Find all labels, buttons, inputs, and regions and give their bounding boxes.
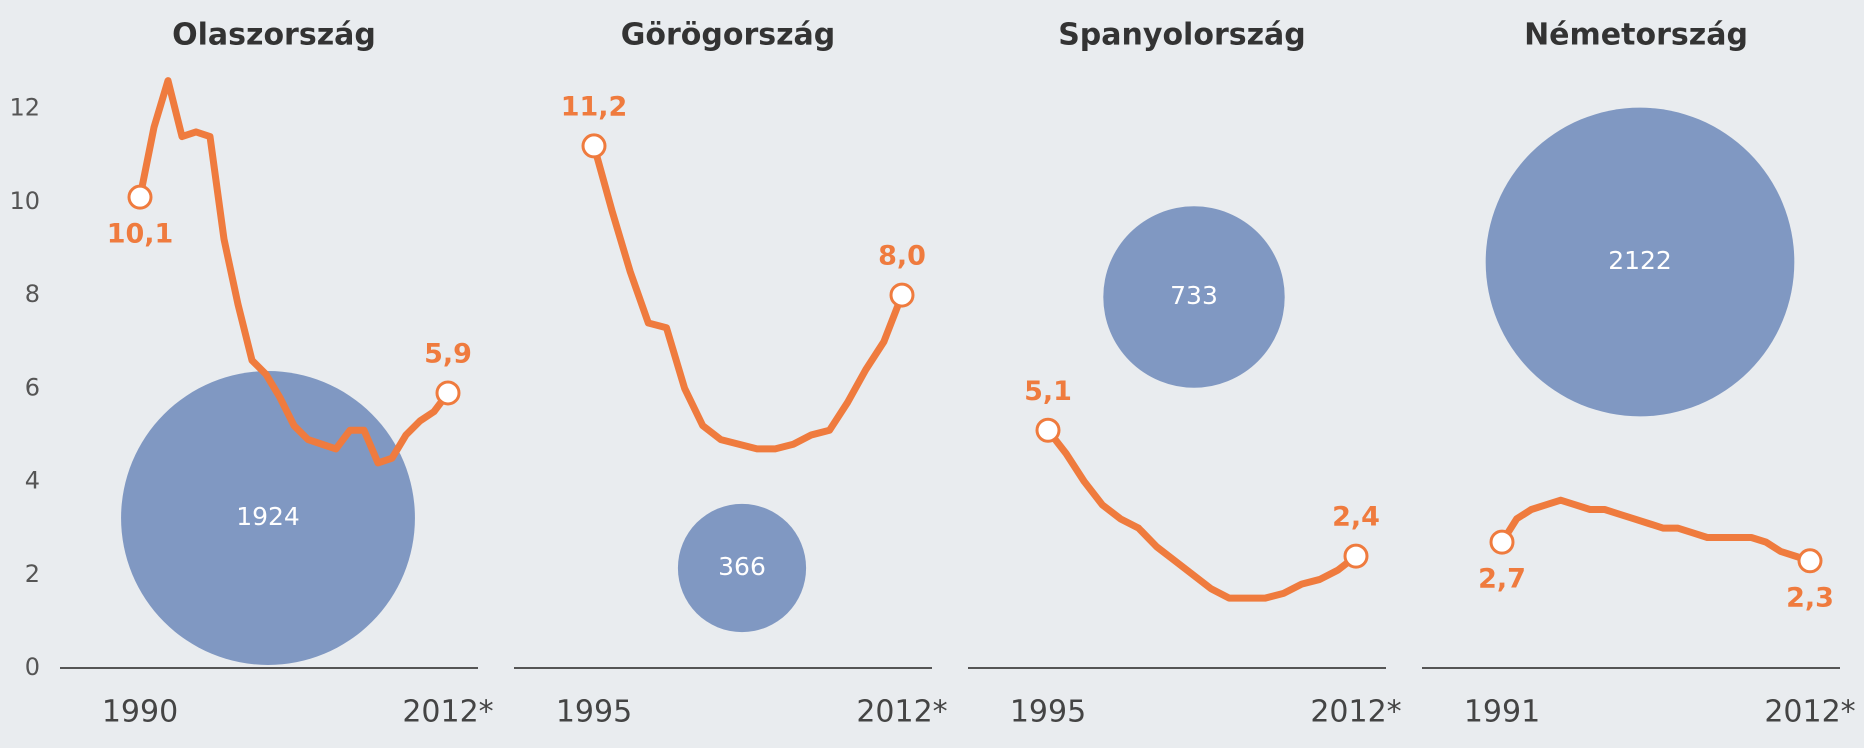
bubble-label: 733 <box>1170 281 1218 310</box>
bubble-label: 366 <box>718 552 766 581</box>
end-point <box>1489 529 1515 555</box>
value-label: 5,1 <box>1024 376 1072 407</box>
panel-title: Spanyolország <box>1058 18 1306 53</box>
end-point <box>127 184 153 210</box>
x-tick-label: 2012* <box>1764 695 1855 730</box>
line <box>590 144 906 453</box>
end-point <box>581 133 607 159</box>
line <box>136 77 451 467</box>
value-label: 11,2 <box>561 91 628 122</box>
bubble-label: 2122 <box>1608 246 1672 275</box>
x-tick-label: 1995 <box>556 695 632 730</box>
value-label: 2,3 <box>1786 582 1834 613</box>
end-point <box>889 282 915 308</box>
y-tick-label: 0 <box>25 653 40 681</box>
x-tick-label: 2012* <box>402 695 493 730</box>
y-tick-label: 2 <box>25 560 40 588</box>
y-tick-label: 10 <box>9 187 40 215</box>
value-label: 10,1 <box>107 219 174 250</box>
x-tick-label: 1991 <box>1464 695 1540 730</box>
x-tick-label: 2012* <box>1310 695 1401 730</box>
line <box>1045 428 1359 602</box>
value-label: 2,7 <box>1478 564 1526 595</box>
panel-title: Németország <box>1524 18 1748 53</box>
bubble <box>677 503 807 633</box>
end-point <box>1343 543 1369 569</box>
x-tick-label: 1995 <box>1010 695 1086 730</box>
end-point <box>1035 417 1061 443</box>
bubble <box>1485 107 1795 417</box>
bubble-label: 1924 <box>236 502 300 531</box>
y-tick-label: 6 <box>25 373 40 401</box>
bubble <box>1103 206 1285 388</box>
value-label: 8,0 <box>878 241 926 272</box>
x-tick-label: 1990 <box>102 695 178 730</box>
panel-title: Görögország <box>621 18 836 53</box>
panel-title: Olaszország <box>172 18 376 53</box>
y-tick-label: 12 <box>9 94 40 122</box>
x-tick-label: 2012* <box>856 695 947 730</box>
value-label: 2,4 <box>1332 502 1380 533</box>
end-point <box>1797 548 1823 574</box>
end-point <box>435 380 461 406</box>
y-tick-label: 8 <box>25 280 40 308</box>
y-tick-label: 4 <box>25 467 40 495</box>
value-label: 5,9 <box>424 338 472 369</box>
line <box>1499 496 1812 565</box>
